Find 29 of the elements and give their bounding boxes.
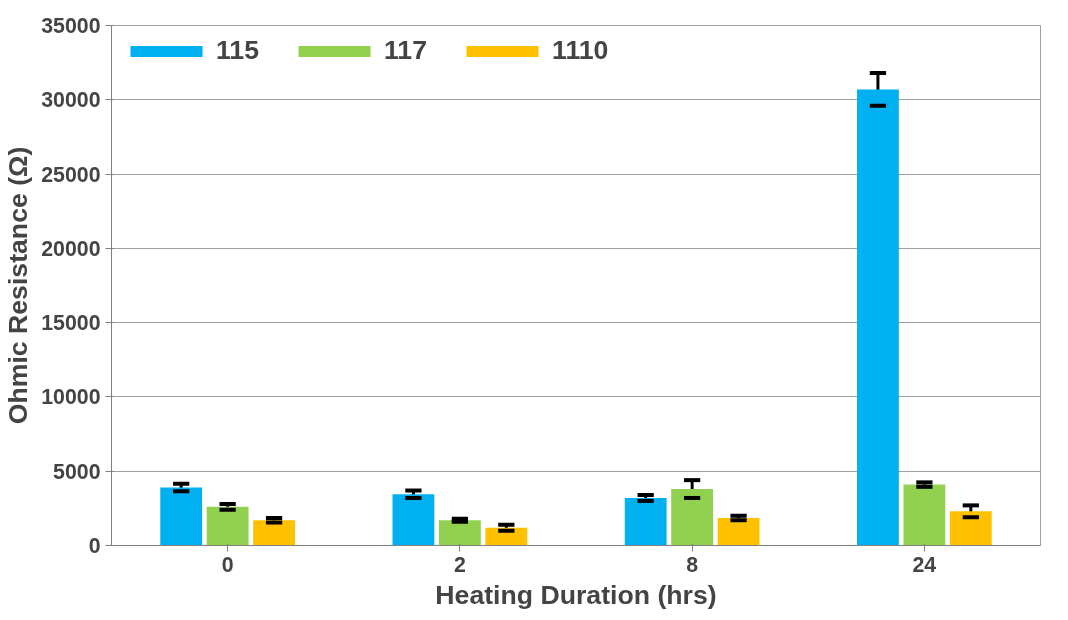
x-tick-label: 24 (912, 552, 937, 577)
x-tick-label: 8 (686, 552, 699, 577)
bar (160, 487, 203, 546)
bar (624, 497, 667, 546)
y-tick-label: 20000 (41, 236, 101, 261)
y-tick-label: 5000 (53, 459, 101, 484)
y-axis-title: Ohmic Resistance (Ω) (3, 146, 34, 425)
y-tick-label: 10000 (41, 385, 101, 410)
y-tick-label: 30000 (41, 88, 101, 113)
y-tick-label: 35000 (41, 14, 101, 38)
bar (903, 484, 946, 546)
bar (949, 511, 992, 546)
x-tick-label: 0 (221, 552, 234, 577)
x-tick-label: 2 (453, 552, 466, 577)
bar (671, 489, 714, 546)
x-axis-title: Heating Duration (hrs) (435, 579, 717, 610)
legend-label: 117 (384, 35, 428, 66)
bar (392, 494, 435, 546)
bar (253, 520, 295, 546)
y-tick-label: 15000 (41, 311, 101, 336)
y-tick-label: 0 (88, 534, 101, 558)
bar (857, 89, 899, 546)
legend-label: 115 (216, 35, 260, 66)
bar (438, 520, 481, 546)
legend-label: 1110 (552, 35, 609, 66)
bar (206, 506, 249, 546)
bar (485, 527, 528, 546)
y-tick-label: 25000 (41, 162, 101, 187)
bar (717, 518, 760, 546)
